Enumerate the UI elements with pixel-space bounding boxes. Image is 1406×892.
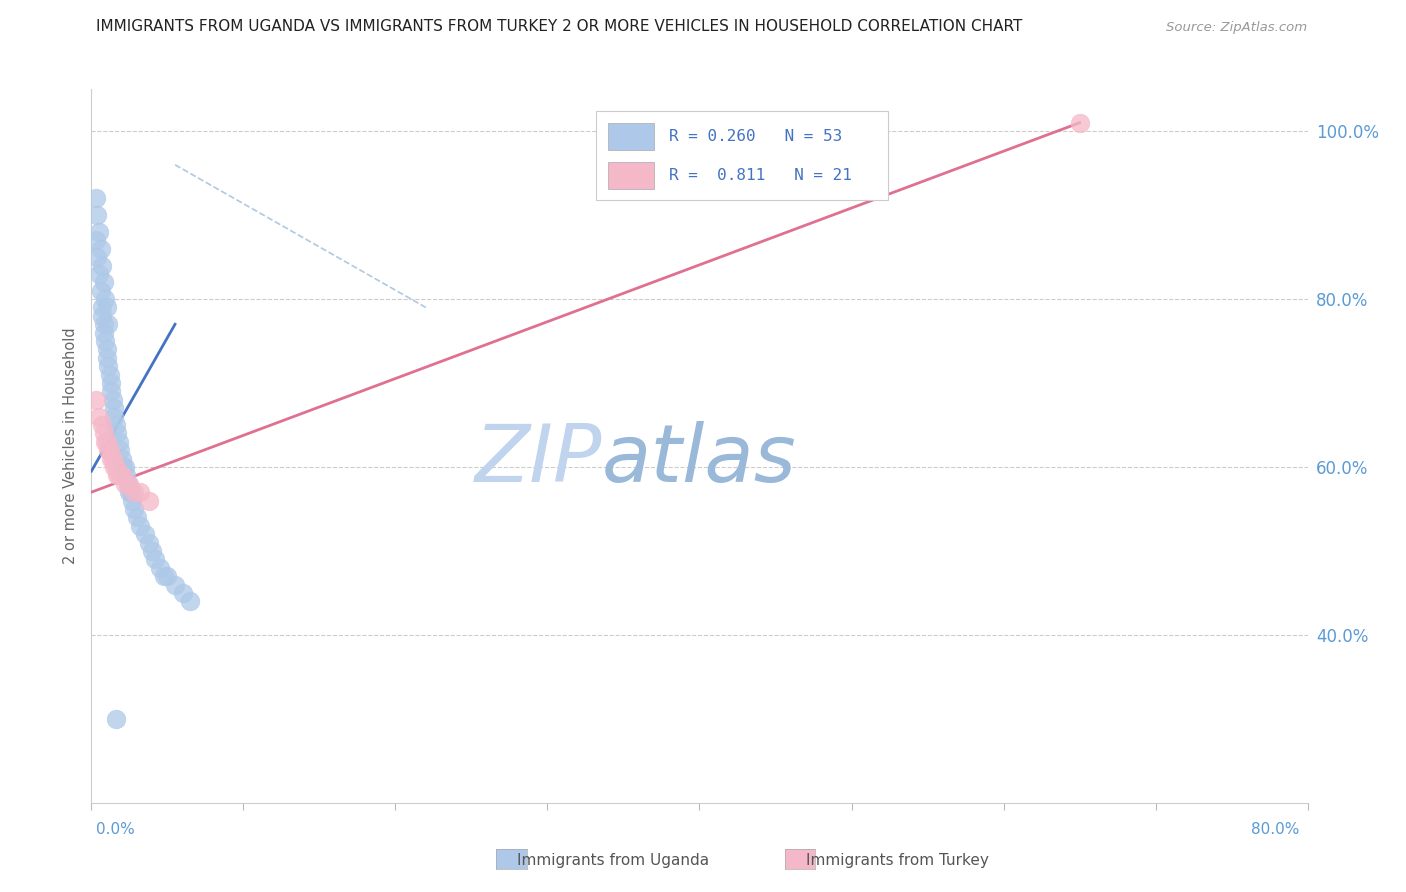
Point xyxy=(110,443,132,458)
Point xyxy=(104,712,127,726)
Point xyxy=(105,426,128,441)
Point xyxy=(101,451,124,466)
Point xyxy=(138,493,160,508)
Point xyxy=(97,318,120,332)
Point xyxy=(111,468,134,483)
Point xyxy=(105,468,128,483)
Text: atlas: atlas xyxy=(602,421,797,500)
Text: 80.0%: 80.0% xyxy=(1251,822,1299,837)
Point xyxy=(96,351,118,365)
Point xyxy=(97,443,120,458)
Point xyxy=(94,292,117,306)
Point xyxy=(93,326,115,340)
Text: Immigrants from Uganda: Immigrants from Uganda xyxy=(517,854,710,868)
Point xyxy=(111,451,134,466)
Bar xyxy=(609,162,654,189)
Bar xyxy=(609,123,654,150)
Point xyxy=(84,392,107,407)
Point xyxy=(86,208,108,222)
Point xyxy=(114,476,136,491)
Point xyxy=(1069,116,1091,130)
Point xyxy=(122,485,145,500)
Point xyxy=(89,284,111,298)
Point xyxy=(91,417,114,432)
Point xyxy=(138,535,160,549)
Point xyxy=(100,384,122,399)
Point xyxy=(97,359,120,374)
Point xyxy=(96,434,118,449)
Point xyxy=(125,510,148,524)
Point xyxy=(103,460,125,475)
Point xyxy=(114,460,136,475)
Point xyxy=(104,460,127,475)
Point xyxy=(86,250,108,264)
Point xyxy=(87,267,110,281)
Point xyxy=(87,225,110,239)
Point xyxy=(156,569,179,583)
Point xyxy=(149,560,172,574)
Point xyxy=(120,485,142,500)
Point xyxy=(100,376,122,390)
Point xyxy=(143,552,166,566)
Point xyxy=(84,191,107,205)
Text: R =  0.811   N = 21: R = 0.811 N = 21 xyxy=(669,168,852,183)
Point xyxy=(89,242,111,256)
Text: R = 0.260   N = 53: R = 0.260 N = 53 xyxy=(669,128,842,144)
Point xyxy=(129,485,152,500)
Y-axis label: 2 or more Vehicles in Household: 2 or more Vehicles in Household xyxy=(63,327,79,565)
Point xyxy=(122,502,145,516)
FancyBboxPatch shape xyxy=(596,111,889,200)
Point xyxy=(93,318,115,332)
Point xyxy=(87,409,110,424)
Point xyxy=(93,426,115,441)
Point xyxy=(98,443,121,458)
Point xyxy=(134,527,156,541)
Text: 0.0%: 0.0% xyxy=(96,822,135,837)
Point xyxy=(91,309,114,323)
Point xyxy=(91,301,114,315)
Text: IMMIGRANTS FROM UGANDA VS IMMIGRANTS FROM TURKEY 2 OR MORE VEHICLES IN HOUSEHOLD: IMMIGRANTS FROM UGANDA VS IMMIGRANTS FRO… xyxy=(96,20,1022,34)
Text: Source: ZipAtlas.com: Source: ZipAtlas.com xyxy=(1167,21,1308,34)
Point xyxy=(179,594,201,608)
Point xyxy=(103,401,125,416)
Point xyxy=(115,468,138,483)
Point xyxy=(118,476,141,491)
Point xyxy=(100,451,122,466)
Point xyxy=(96,301,118,315)
Point xyxy=(112,460,135,475)
Point xyxy=(163,577,186,591)
Point xyxy=(94,434,117,449)
Point xyxy=(94,334,117,348)
Point xyxy=(172,586,194,600)
Text: Immigrants from Turkey: Immigrants from Turkey xyxy=(806,854,988,868)
Point xyxy=(141,544,163,558)
Point xyxy=(129,518,152,533)
Point xyxy=(84,233,107,247)
Point xyxy=(103,409,125,424)
Point xyxy=(101,392,124,407)
Point xyxy=(91,259,114,273)
Point xyxy=(118,485,141,500)
Text: ZIP: ZIP xyxy=(475,421,602,500)
Point xyxy=(104,417,127,432)
Point xyxy=(93,275,115,289)
Point xyxy=(153,569,176,583)
Point xyxy=(121,493,143,508)
Point xyxy=(107,468,129,483)
Point xyxy=(107,434,129,449)
Point xyxy=(96,343,118,357)
Point xyxy=(117,476,139,491)
Point xyxy=(98,368,121,382)
